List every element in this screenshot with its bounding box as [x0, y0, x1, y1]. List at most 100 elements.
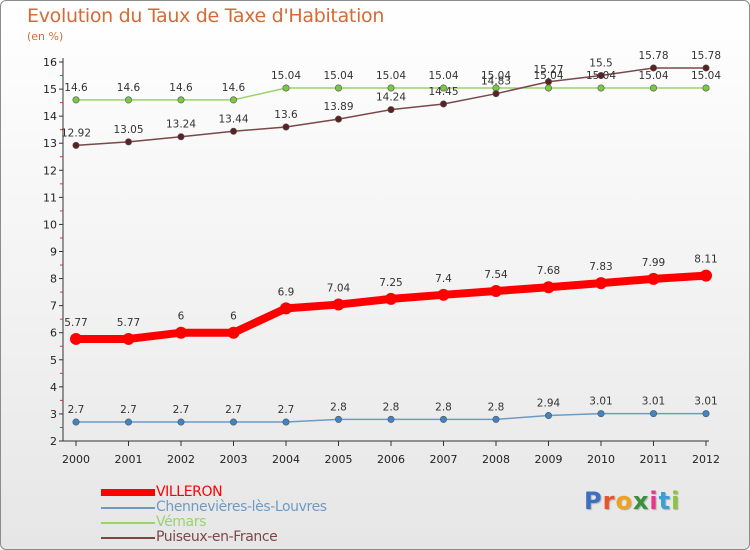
logo-letter: i — [671, 487, 681, 515]
data-label: 14.6 — [64, 82, 88, 94]
data-point — [282, 84, 290, 92]
series-villeron — [70, 269, 712, 345]
data-label: 15.04 — [323, 70, 353, 82]
data-point — [544, 78, 552, 86]
series-lines — [70, 64, 712, 426]
x-tick-label: 2006 — [377, 453, 405, 466]
data-label: 2.8 — [330, 401, 347, 413]
data-point — [385, 292, 397, 305]
data-point — [125, 138, 133, 146]
data-point — [72, 141, 80, 149]
data-point — [700, 269, 712, 282]
data-point — [649, 84, 657, 92]
data-label: 7.25 — [379, 277, 402, 289]
data-label: 2.8 — [383, 401, 400, 413]
data-point — [122, 332, 135, 345]
data-label: 7.99 — [642, 257, 665, 269]
data-point — [387, 106, 395, 114]
data-label: 15.27 — [533, 64, 563, 76]
x-tick-label: 2008 — [482, 453, 510, 466]
data-label: 7.4 — [435, 273, 452, 285]
y-tick-label: 7 — [50, 300, 57, 313]
data-label: 2.94 — [537, 398, 561, 410]
data-point — [490, 285, 502, 298]
data-point — [542, 281, 555, 294]
data-label: 15.78 — [638, 50, 668, 62]
y-tick-label: 6 — [50, 327, 57, 340]
data-label: 15.04 — [691, 70, 721, 82]
data-label: 15.04 — [533, 70, 563, 82]
x-tick-label: 2011 — [640, 453, 668, 466]
data-label: 8.11 — [694, 254, 717, 266]
data-label: 15.04 — [428, 70, 458, 82]
data-point — [649, 410, 657, 418]
data-point — [597, 84, 605, 92]
series-puiseux-en-france — [72, 64, 710, 149]
data-point — [544, 412, 552, 420]
data-point — [702, 410, 710, 418]
data-point — [439, 84, 447, 92]
data-point — [125, 418, 133, 426]
data-point — [177, 133, 185, 141]
data-point — [492, 415, 500, 423]
y-tick-label: 15 — [43, 83, 57, 96]
legend-label: Chennevières-lès-Louvres — [156, 499, 327, 515]
x-tick-label: 2003 — [220, 453, 248, 466]
y-tick-label: 13 — [43, 137, 57, 150]
data-label: 15.78 — [691, 50, 721, 62]
data-point — [597, 410, 605, 418]
data-label: 3.01 — [694, 396, 717, 408]
data-label: 15.04 — [271, 70, 301, 82]
y-tick-label: 8 — [50, 273, 57, 286]
data-point — [387, 415, 395, 423]
data-point — [334, 115, 342, 123]
data-label: 13.44 — [218, 113, 248, 125]
data-point — [230, 127, 238, 135]
data-point — [175, 326, 187, 339]
data-point — [595, 277, 607, 290]
y-tick-label: 16 — [43, 56, 57, 69]
data-label: 2.7 — [278, 404, 295, 416]
data-point — [230, 418, 238, 426]
legend-swatch — [101, 507, 155, 509]
data-label: 7.68 — [537, 265, 560, 277]
y-tick-label: 3 — [50, 408, 57, 421]
data-point — [282, 123, 290, 131]
data-label: 2.7 — [120, 404, 137, 416]
data-label: 3.01 — [589, 396, 612, 408]
data-point — [70, 332, 82, 345]
data-point — [177, 96, 185, 104]
data-point — [177, 418, 185, 426]
data-point — [230, 96, 238, 104]
data-label: 6 — [230, 311, 237, 323]
legend-label: Puiseux-en-France — [156, 529, 278, 545]
y-tick-label: 4 — [50, 381, 57, 394]
logo-letter: P — [584, 487, 603, 515]
data-point — [280, 302, 292, 315]
data-point — [439, 415, 447, 423]
data-label: 13.6 — [274, 109, 298, 121]
logo-letter: o — [615, 487, 633, 515]
data-point — [647, 272, 660, 285]
data-point — [125, 96, 133, 104]
data-label: 14.24 — [376, 92, 406, 104]
legend-swatch — [101, 522, 155, 524]
data-point — [702, 64, 710, 72]
chart-unit-label: (en %) — [27, 30, 64, 43]
data-point — [649, 64, 657, 72]
data-label: 14.83 — [481, 76, 511, 88]
data-label: 14.6 — [117, 82, 141, 94]
x-tick-label: 2004 — [272, 453, 300, 466]
data-label: 5.77 — [64, 317, 87, 329]
y-tick-label: 2 — [50, 435, 57, 448]
data-point — [227, 326, 240, 339]
x-tick-label: 2007 — [430, 453, 458, 466]
data-labels: 2.7 2.7 2.7 2.7 2.7 2.8 2.8 2.8 2.8 2.94 3.01 3.01 3… — [61, 50, 721, 416]
data-point — [544, 84, 552, 92]
data-label: 7.54 — [484, 269, 508, 281]
data-label: 2.8 — [488, 401, 505, 413]
y-tick-label: 11 — [43, 191, 57, 204]
y-tick-label: 5 — [50, 354, 57, 367]
